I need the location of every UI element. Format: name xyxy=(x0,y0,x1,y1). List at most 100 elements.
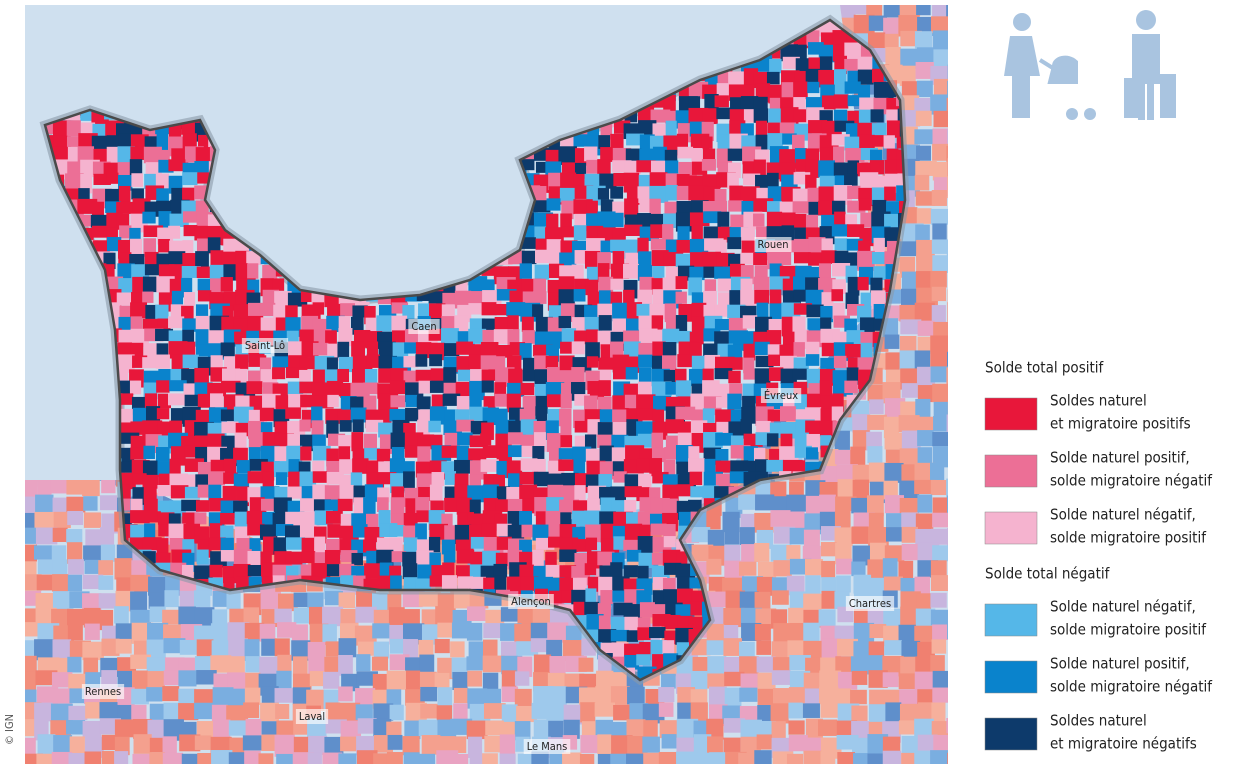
land-cell xyxy=(274,688,294,703)
land-cell xyxy=(914,129,935,145)
region-cell xyxy=(727,148,745,161)
land-cell xyxy=(691,670,708,690)
land-cell xyxy=(754,624,771,641)
land-cell xyxy=(83,512,102,528)
region-cell xyxy=(431,394,445,407)
land-cell xyxy=(275,704,290,720)
land-cell xyxy=(914,97,931,113)
region-cell xyxy=(675,253,692,268)
region-cell xyxy=(90,214,107,228)
land-cell xyxy=(307,641,326,659)
region-cell xyxy=(390,395,406,408)
region-cell xyxy=(740,289,756,306)
region-cell xyxy=(844,173,858,186)
land-cell xyxy=(36,574,54,591)
region-cell xyxy=(754,265,768,278)
region-cell xyxy=(156,408,170,420)
land-cell xyxy=(547,622,569,643)
land-cell xyxy=(917,385,937,403)
land-cell xyxy=(916,5,931,16)
land-cell xyxy=(915,110,932,126)
region-cell xyxy=(131,173,143,187)
region-cell xyxy=(598,315,612,331)
region-cell xyxy=(443,367,457,385)
land-cell xyxy=(914,350,931,372)
region-cell xyxy=(106,172,119,184)
region-cell xyxy=(327,394,339,408)
land-cell xyxy=(322,624,337,643)
region-cell xyxy=(743,368,756,380)
land-cell xyxy=(851,526,869,544)
land-cell xyxy=(900,319,922,335)
region-cell xyxy=(717,211,730,227)
region-cell xyxy=(598,290,611,305)
region-cell xyxy=(481,380,494,393)
land-cell xyxy=(821,590,836,609)
land-cell xyxy=(419,654,435,674)
land-cell xyxy=(805,575,821,597)
land-cell xyxy=(932,5,947,18)
region-cell xyxy=(168,393,188,406)
land-cell xyxy=(834,449,852,465)
land-cell xyxy=(66,720,86,735)
land-cell xyxy=(67,510,84,526)
region-cell xyxy=(522,330,536,344)
land-cell xyxy=(500,641,518,658)
region-cell xyxy=(638,251,652,268)
land-cell xyxy=(930,16,948,34)
land-cell xyxy=(915,191,935,206)
land-cell xyxy=(884,334,900,349)
region-cell xyxy=(844,380,858,394)
land-cell xyxy=(724,687,742,707)
land-cell xyxy=(947,176,948,199)
land-cell xyxy=(949,225,966,244)
region-cell xyxy=(220,409,235,422)
land-cell xyxy=(162,686,180,702)
land-cell xyxy=(34,702,53,722)
region-cell xyxy=(532,304,544,318)
region-cell xyxy=(598,135,611,149)
region-cell xyxy=(546,394,562,408)
land-cell xyxy=(914,302,935,323)
land-cell xyxy=(355,606,377,623)
land-cell xyxy=(837,5,856,22)
region-cell xyxy=(847,95,862,107)
land-cell xyxy=(836,575,851,593)
land-cell xyxy=(164,590,179,608)
region-cell xyxy=(272,367,286,380)
region-cell xyxy=(210,278,222,295)
land-cell xyxy=(707,673,725,689)
region-cell xyxy=(818,160,835,178)
land-cell xyxy=(899,335,917,354)
land-cell xyxy=(948,641,964,660)
land-cell xyxy=(946,414,948,437)
land-cell xyxy=(899,241,921,257)
land-cell xyxy=(947,302,948,322)
region-cell xyxy=(676,133,689,148)
land-cell xyxy=(949,465,966,484)
region-cell xyxy=(247,263,259,279)
land-cell xyxy=(501,704,518,723)
land-cell xyxy=(418,719,438,737)
land-cell xyxy=(950,112,967,128)
land-cell xyxy=(114,751,129,764)
land-cell xyxy=(484,688,502,706)
region-cell xyxy=(871,252,886,265)
land-cell xyxy=(307,752,322,764)
land-cell xyxy=(67,656,82,673)
land-cell xyxy=(931,639,947,654)
land-cell xyxy=(25,671,37,690)
region-cell xyxy=(727,237,742,250)
land-cell xyxy=(900,401,921,418)
region-cell xyxy=(480,341,499,357)
land-cell xyxy=(899,65,916,87)
region-cell xyxy=(259,302,276,317)
region-cell xyxy=(675,276,688,290)
region-cell xyxy=(636,303,652,317)
land-cell xyxy=(661,734,677,749)
land-cell xyxy=(756,656,776,673)
land-cell xyxy=(499,753,516,764)
region-cell xyxy=(142,276,158,293)
land-cell xyxy=(946,5,948,19)
